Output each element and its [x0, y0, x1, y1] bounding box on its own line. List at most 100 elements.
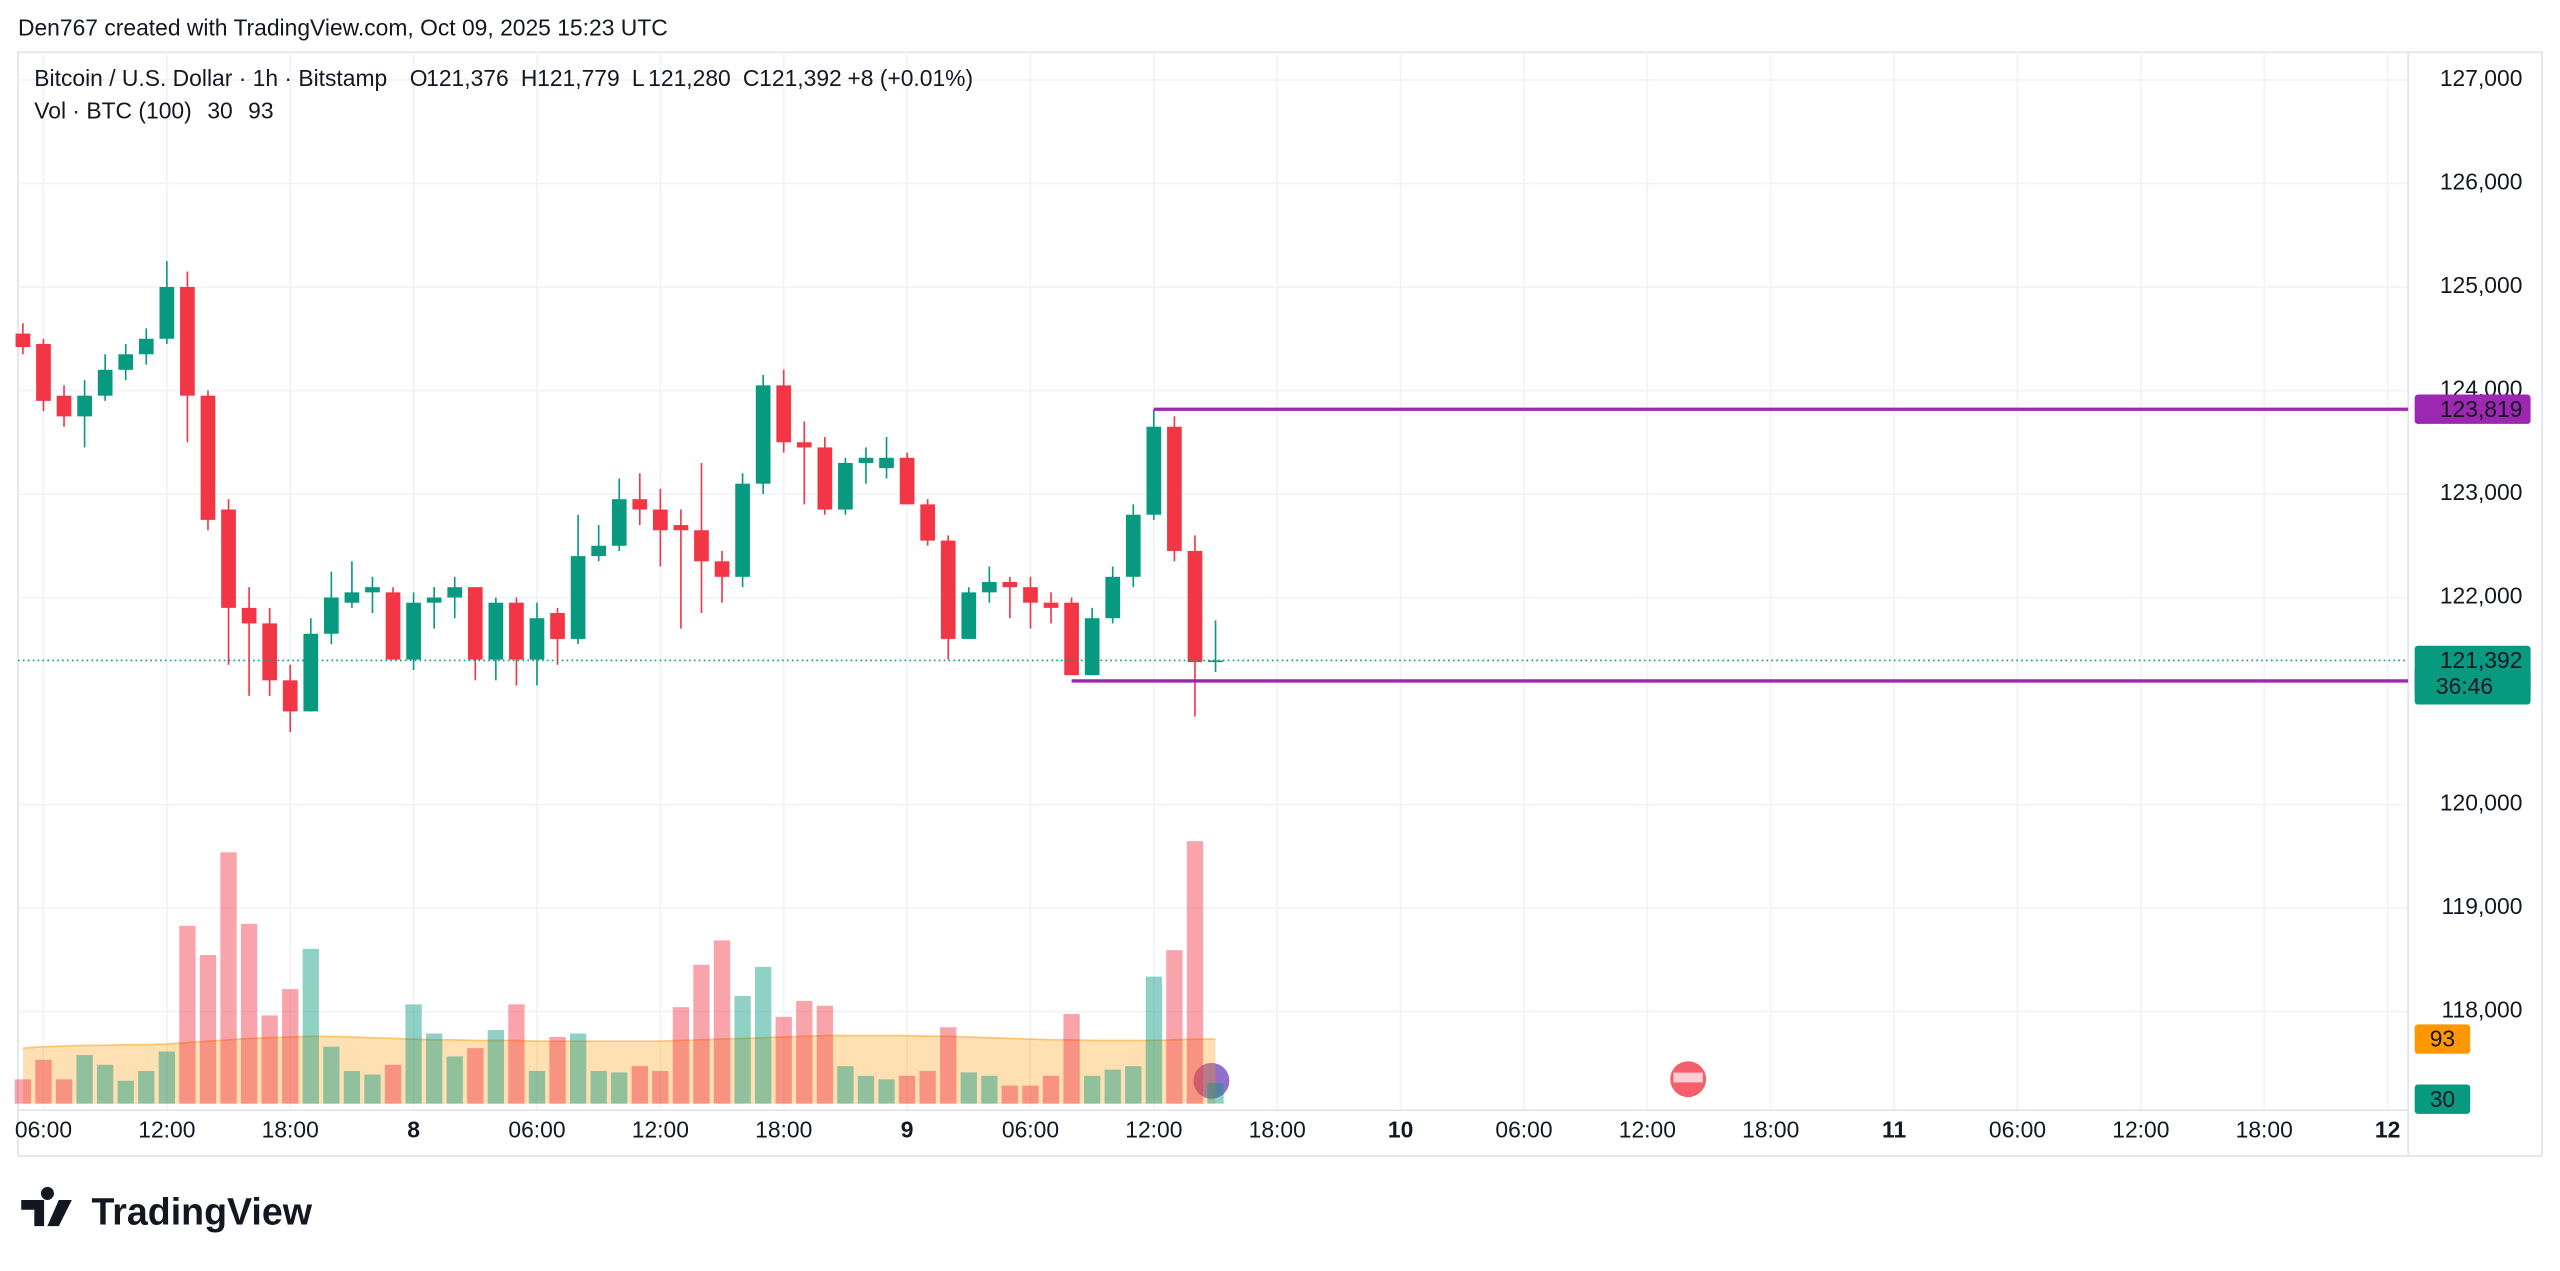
legend-value: 121,280 [648, 65, 731, 91]
candle-body [632, 499, 648, 510]
candle-body [858, 457, 874, 463]
volume-bar [1125, 1066, 1142, 1104]
volume-bar [199, 955, 217, 1104]
candle-body [652, 509, 668, 531]
volume-bar [1166, 950, 1183, 1104]
candle-body [159, 286, 175, 339]
volume-bar [343, 1071, 361, 1104]
volume-bar [384, 1064, 402, 1104]
level-label: 123,819 [2440, 396, 2523, 422]
volume-bar [302, 948, 319, 1104]
y-tick-label: 126,000 [2440, 169, 2523, 195]
y-tick-label: 118,000 [2442, 997, 2523, 1023]
volume-bar [179, 925, 196, 1104]
price-tag-label: 121,392 [2440, 647, 2523, 673]
volume-bar [569, 1033, 587, 1104]
legend-volume-ma: 93 [248, 98, 273, 124]
x-tick-label: 11 [1882, 1116, 1906, 1142]
y-tick-label: 127,000 [2440, 65, 2523, 91]
y-tick-label: 125,000 [2440, 272, 2523, 298]
volume-bar [713, 940, 731, 1104]
candle-body [961, 592, 977, 639]
candle-body [1167, 426, 1182, 551]
candle-body [406, 602, 421, 660]
x-tick-label: 06:00 [1495, 1116, 1552, 1142]
volume-bar [1063, 1014, 1080, 1104]
candle-body [15, 333, 31, 348]
candle-body [529, 618, 545, 660]
volume-bar [261, 1015, 278, 1104]
volume-bar [816, 1005, 834, 1104]
volume-bar [282, 989, 299, 1104]
candle-body [673, 525, 689, 531]
candle-body [77, 395, 92, 417]
volume-bar [693, 964, 710, 1104]
volume-bar [1104, 1069, 1121, 1104]
candle-body [1146, 426, 1162, 515]
x-tick-label: 12:00 [632, 1116, 689, 1142]
level-tag [2414, 394, 2531, 424]
volume-bar [796, 1000, 813, 1104]
volume-bar [981, 1075, 998, 1104]
volume-bar [97, 1064, 114, 1104]
candle-body [97, 369, 113, 396]
y-tick-label: 122,000 [2440, 583, 2523, 609]
y-tick-label: 120,000 [2440, 790, 2523, 816]
volume-bar [590, 1071, 607, 1104]
volume-bar [1001, 1085, 1019, 1104]
candle-body [118, 354, 134, 370]
legend-key: O [410, 65, 428, 91]
volume-bar [508, 1004, 525, 1104]
x-tick-label: 06:00 [15, 1116, 72, 1142]
volume-bar [487, 1030, 505, 1104]
volume-bar [549, 1036, 566, 1104]
volume-bar [775, 1016, 792, 1104]
candle-body [550, 613, 565, 639]
candle-body [344, 592, 360, 603]
candle-body [1084, 618, 1100, 676]
candle-body [838, 462, 853, 510]
candle-body [1125, 514, 1141, 577]
candle-body [694, 530, 709, 562]
event-icons [1193, 1061, 1707, 1099]
volume-bar [960, 1072, 977, 1104]
price-tag [2414, 645, 2531, 705]
candle-body [365, 587, 380, 593]
x-tick-label: 12 [2375, 1116, 2400, 1142]
candle-body [303, 633, 319, 712]
candle-body [385, 592, 401, 660]
x-tick-label: 18:00 [1249, 1116, 1306, 1142]
candle-body [796, 442, 812, 448]
volume-bar [898, 1075, 916, 1104]
x-tick-label: 9 [901, 1116, 914, 1142]
x-tick-label: 18:00 [1742, 1116, 1799, 1142]
volume-bar [220, 852, 237, 1104]
volume-ma-area [22, 1035, 1216, 1104]
candle-body [282, 680, 298, 712]
volume-bar [631, 1066, 648, 1104]
candle-body [138, 338, 154, 355]
volume-tag-label: 30 [2430, 1086, 2455, 1112]
volume-ma-line [22, 1034, 1216, 1049]
legend-key: H [521, 65, 538, 91]
symbol-title: Bitcoin / U.S. Dollar · 1h · Bitstamp [34, 65, 387, 91]
x-tick-label: 06:00 [1989, 1116, 2046, 1142]
volume-bar [117, 1080, 134, 1104]
volume-bar [14, 1079, 32, 1104]
candle-body [467, 587, 483, 660]
volume-bar [919, 1071, 936, 1104]
candle-body [36, 343, 51, 401]
x-tick-label: 18:00 [262, 1116, 319, 1142]
candle-body [241, 607, 257, 624]
brand-logo: TradingView [21, 1186, 313, 1233]
x-tick-label: 12:00 [1125, 1116, 1182, 1142]
candle-body [1064, 602, 1079, 676]
candle-body [735, 483, 750, 577]
volume-bar [405, 1004, 422, 1104]
candle-body [611, 499, 627, 546]
volume-bar [138, 1071, 155, 1104]
x-tick-label: 12:00 [2112, 1116, 2169, 1142]
volume-bar [652, 1071, 669, 1104]
volume-tag [2414, 1084, 2471, 1114]
